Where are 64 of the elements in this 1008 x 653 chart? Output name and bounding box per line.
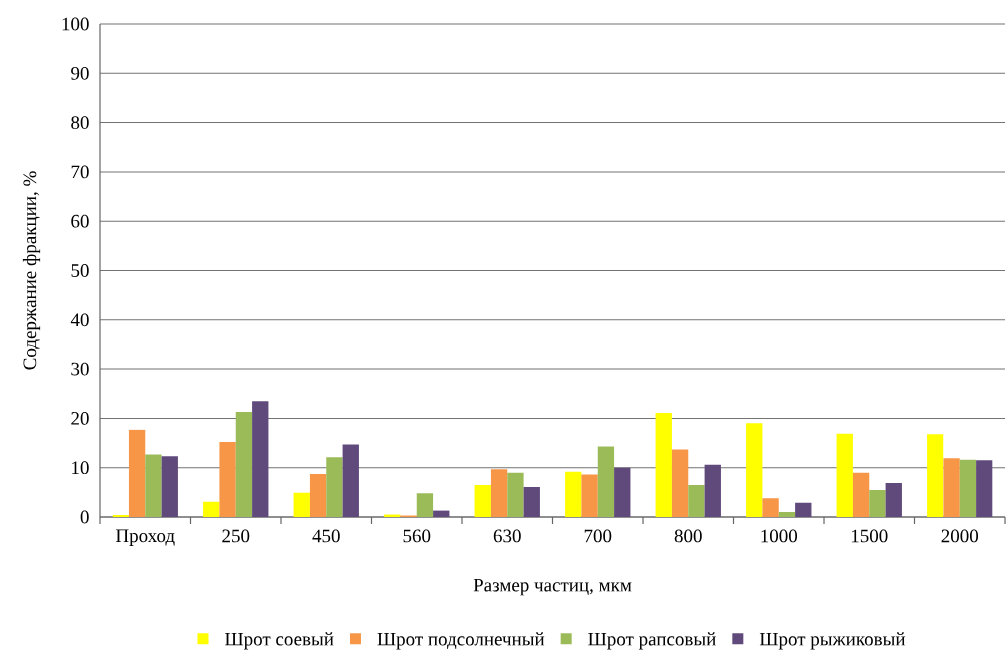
bar: [762, 498, 779, 517]
bar: [836, 433, 853, 517]
legend-label: Шрот соевый: [225, 632, 334, 650]
bar: [219, 442, 236, 517]
x-tick-label: 450: [312, 529, 340, 543]
bar: [416, 493, 434, 517]
y-tick-label: 10: [72, 461, 89, 475]
bar: [885, 482, 902, 517]
bar: [671, 449, 689, 517]
bar: [597, 446, 615, 517]
bar: [433, 510, 450, 517]
x-tick-label: 800: [674, 529, 702, 543]
bar: [943, 458, 960, 517]
bar: [976, 460, 993, 517]
bar: [959, 459, 977, 517]
x-tick-label: 560: [403, 529, 431, 543]
bar: [852, 472, 870, 517]
bar: [342, 444, 359, 517]
bar: [688, 484, 705, 517]
legend-label: Шрот рыжиковый: [759, 632, 906, 650]
x-tick-label: 700: [584, 529, 612, 543]
x-tick-label: 1000: [761, 529, 798, 543]
bar: [203, 501, 220, 517]
bar: [795, 502, 812, 517]
bar: [927, 434, 944, 517]
y-axis-title: Содержание фракции, %: [22, 171, 41, 370]
bar: [474, 484, 491, 517]
y-tick-label: 70: [71, 165, 89, 179]
bar: [252, 401, 269, 517]
x-tick-label: 630: [493, 529, 521, 543]
x-tick-label: 250: [222, 529, 250, 543]
bar: [869, 489, 886, 517]
bar: [778, 512, 796, 517]
bar: [490, 469, 508, 517]
y-tick-label: 80: [71, 116, 89, 130]
bar: [704, 464, 721, 517]
x-tick-label: Проход: [115, 529, 175, 547]
bar: [523, 486, 540, 517]
bar: [565, 471, 582, 517]
legend-label: Шрот подсолнечный: [377, 632, 545, 650]
bar: [655, 412, 672, 517]
bar: [309, 474, 327, 517]
bar: [161, 456, 178, 517]
x-tick-label: 2000: [941, 529, 979, 543]
x-axis-title: Размер частиц, мкм: [473, 578, 632, 596]
y-tick-label: 90: [71, 66, 89, 80]
bar: [507, 472, 524, 517]
bar: [293, 492, 310, 517]
x-tick-label: 1500: [851, 529, 888, 543]
bar: [128, 429, 146, 517]
bar: [326, 457, 343, 517]
bar: [746, 423, 763, 517]
y-tick-label: 0: [80, 510, 89, 524]
y-tick-label: 30: [71, 362, 89, 376]
y-tick-label: 20: [71, 412, 89, 425]
y-tick-label: 40: [70, 313, 89, 327]
legend-label: Шрот рапсовый: [588, 632, 716, 650]
bar: [235, 411, 253, 517]
bar: [614, 467, 631, 517]
bar: [145, 454, 162, 517]
bar: [581, 474, 598, 517]
y-tick-label: 50: [71, 264, 89, 277]
y-tick-label: 60: [71, 214, 89, 228]
y-tick-label: 100: [62, 17, 89, 31]
